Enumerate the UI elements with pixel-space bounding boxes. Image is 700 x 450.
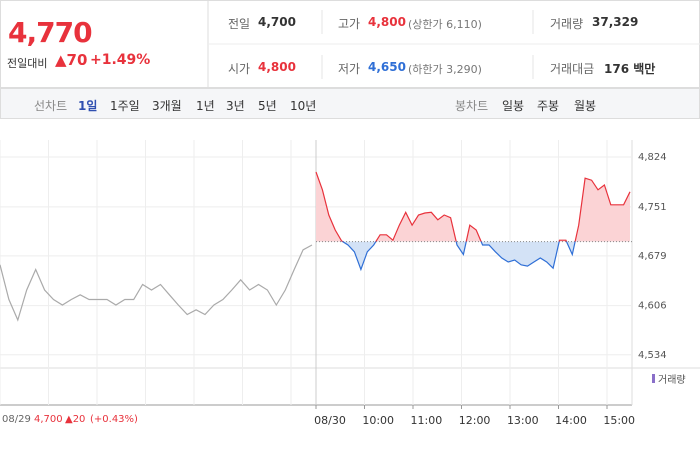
tab[interactable]: 1년 — [196, 99, 215, 113]
tab-group-label[interactable]: 봉차트 — [455, 99, 489, 113]
x-tick-label: 10:00 — [362, 414, 394, 427]
x-tick-label: 12:00 — [459, 414, 491, 427]
tab-group-label[interactable]: 선차트 — [34, 99, 68, 113]
y-tick-label: 4,606 — [638, 301, 667, 312]
stat-value: 4,650 — [368, 60, 406, 74]
change-label: 전일대비 — [7, 57, 48, 70]
tab[interactable]: 10년 — [290, 99, 317, 113]
tab[interactable]: 주봉 — [537, 99, 560, 113]
y-tick-label: 4,534 — [638, 350, 667, 361]
stat-value: 4,800 — [368, 15, 406, 29]
legend-label: 거래량 — [658, 374, 686, 386]
tab[interactable]: 1일 — [78, 99, 98, 113]
price: 4,770 — [8, 16, 93, 49]
stat-note: (하한가 3,290) — [408, 63, 482, 76]
stat-value: 4,800 — [258, 60, 296, 74]
stat-label: 고가 — [338, 17, 361, 31]
y-tick-label: 4,751 — [638, 202, 667, 213]
price-line — [0, 244, 313, 322]
footer-change: ▲20 — [65, 414, 86, 425]
y-tick-label: 4,679 — [638, 251, 667, 262]
x-tick-label: 13:00 — [507, 414, 539, 427]
y-tick-label: 4,824 — [638, 152, 667, 163]
stat-value: 37,329 — [592, 15, 639, 29]
footer-pct: (+0.43%) — [90, 414, 138, 425]
tab[interactable]: 3개월 — [152, 99, 182, 113]
tab[interactable]: 3년 — [226, 99, 245, 113]
legend-swatch — [652, 374, 655, 383]
x-tick-label: 14:00 — [555, 414, 587, 427]
stat-label: 거래대금 — [550, 62, 595, 76]
stat-note: (상한가 6,110) — [408, 18, 482, 31]
stat-label: 거래량 — [550, 17, 584, 31]
x-tick-label: 11:00 — [411, 414, 443, 427]
stat-value: 4,700 — [258, 15, 296, 29]
stat-label: 저가 — [338, 62, 361, 76]
tab[interactable]: 일봉 — [502, 99, 525, 113]
price-line — [315, 171, 631, 272]
footer-price: 4,700 — [34, 414, 63, 425]
stat-label: 시가 — [228, 62, 251, 76]
area — [316, 172, 630, 270]
change-pct: +1.49% — [90, 52, 151, 68]
stat-label: 전일 — [228, 17, 251, 31]
footer-date: 08/29 — [2, 414, 31, 425]
tab[interactable]: 월봉 — [574, 99, 597, 113]
change: ▲70 — [55, 51, 88, 69]
x-tick-label: 08/30 — [314, 414, 346, 427]
x-tick-label: 15:00 — [603, 414, 635, 427]
tab[interactable]: 5년 — [258, 99, 277, 113]
stat-value: 176 백만 — [604, 62, 656, 76]
tab[interactable]: 1주일 — [110, 99, 140, 113]
